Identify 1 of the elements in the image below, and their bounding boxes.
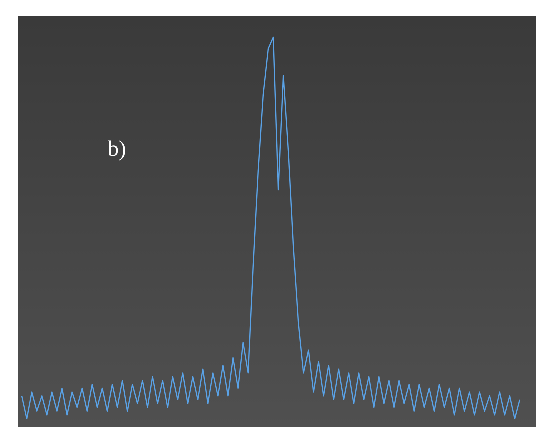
- annotation: b): [108, 136, 126, 162]
